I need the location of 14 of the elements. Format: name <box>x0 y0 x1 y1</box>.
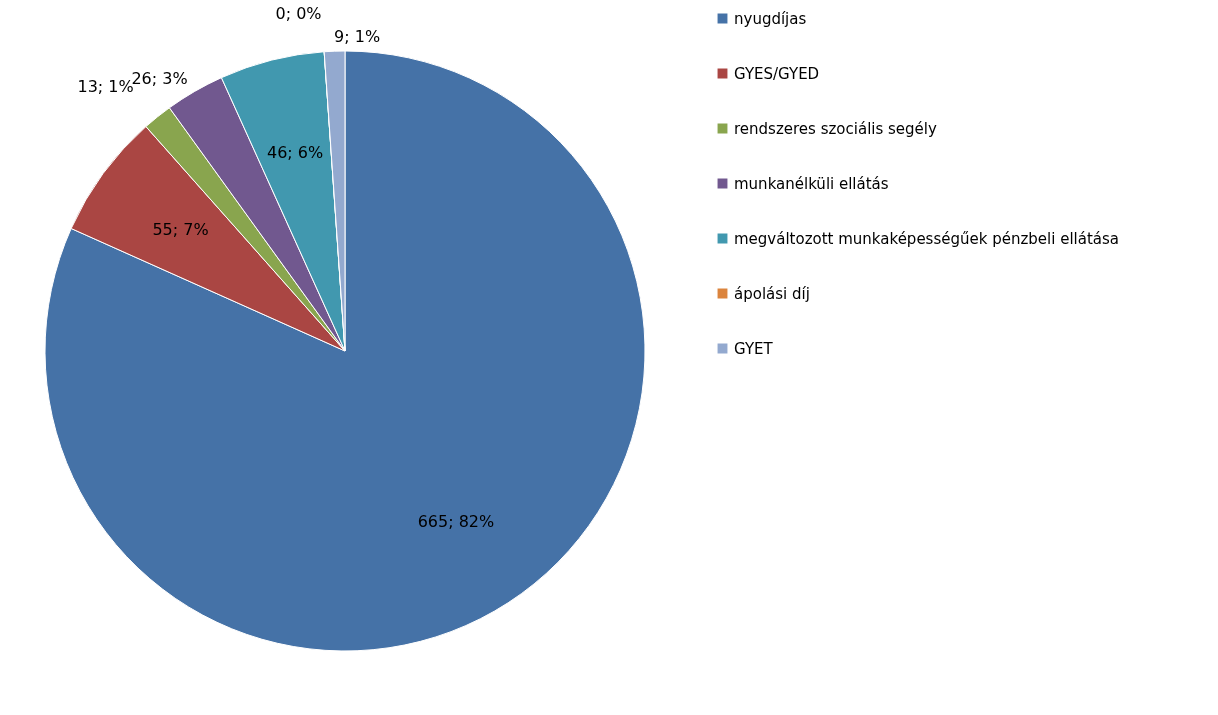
legend-label: GYES/GYED <box>734 64 820 83</box>
data-label: 665; 82% <box>417 512 495 532</box>
legend-label: rendszeres szociális segély <box>734 119 938 138</box>
legend-label: GYET <box>734 339 774 358</box>
legend-label: munkanélküli ellátás <box>734 174 889 193</box>
text: 0; 0% <box>275 3 322 23</box>
legend-label: nyugdíjas <box>734 9 807 28</box>
data-label: 13; 1% <box>77 77 134 97</box>
data-label: 46; 6% <box>267 143 324 163</box>
data-label: 9; 1% <box>334 27 381 47</box>
data-label: 55; 7% <box>152 220 209 240</box>
legend-label: megváltozott munkaképességűek pénzbeli ellátása <box>734 229 1119 248</box>
legend-label: ápolási díj <box>734 284 810 303</box>
pie-slice <box>44 50 646 651</box>
